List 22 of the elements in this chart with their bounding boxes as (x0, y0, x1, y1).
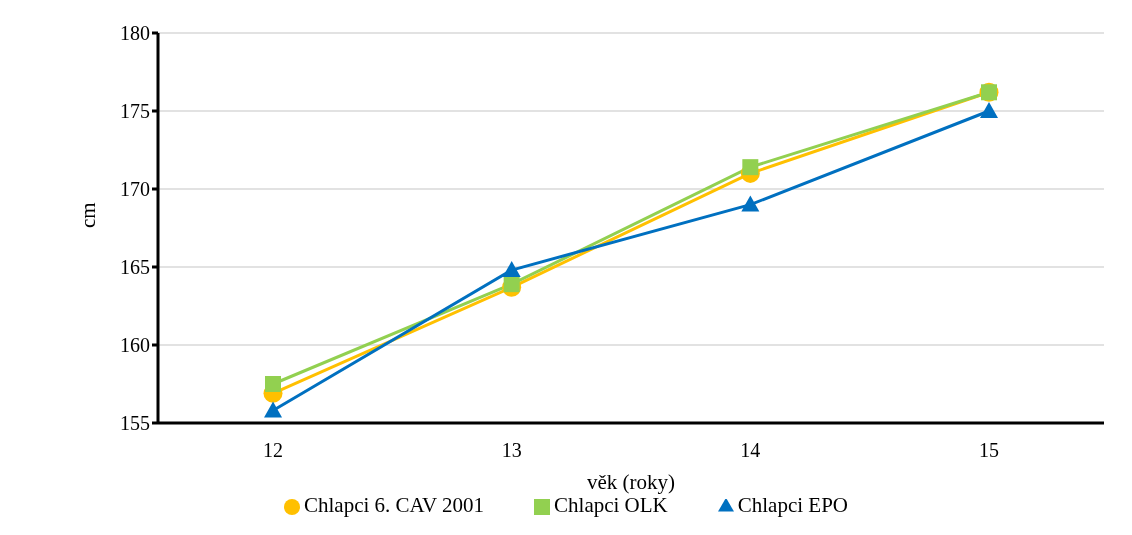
legend-label: Chlapci 6. CAV 2001 (303, 493, 485, 517)
y-tick-label: 165 (120, 256, 150, 279)
point (264, 401, 282, 418)
y-axis-title: cm (76, 202, 101, 228)
y-tick-label: 180 (120, 22, 150, 45)
point (265, 376, 281, 392)
legend-label: Chlapci EPO (737, 493, 849, 517)
point (503, 276, 520, 293)
point (741, 195, 760, 212)
x-tick-label: 14 (740, 439, 761, 462)
y-tick-label: 170 (120, 178, 150, 201)
point (980, 102, 998, 118)
x-tick-label: 12 (263, 439, 283, 462)
point (502, 261, 521, 278)
legend-label: Chlapci OLK (554, 493, 668, 517)
x-axis-title: věk (roky) (586, 470, 676, 494)
y-tick-label: 175 (120, 100, 150, 123)
x-tick-label: 15 (979, 439, 999, 462)
y-tick-label: 160 (120, 334, 150, 357)
point (742, 159, 759, 176)
y-tick-label: 155 (120, 412, 150, 435)
x-tick-label: 13 (501, 439, 522, 462)
